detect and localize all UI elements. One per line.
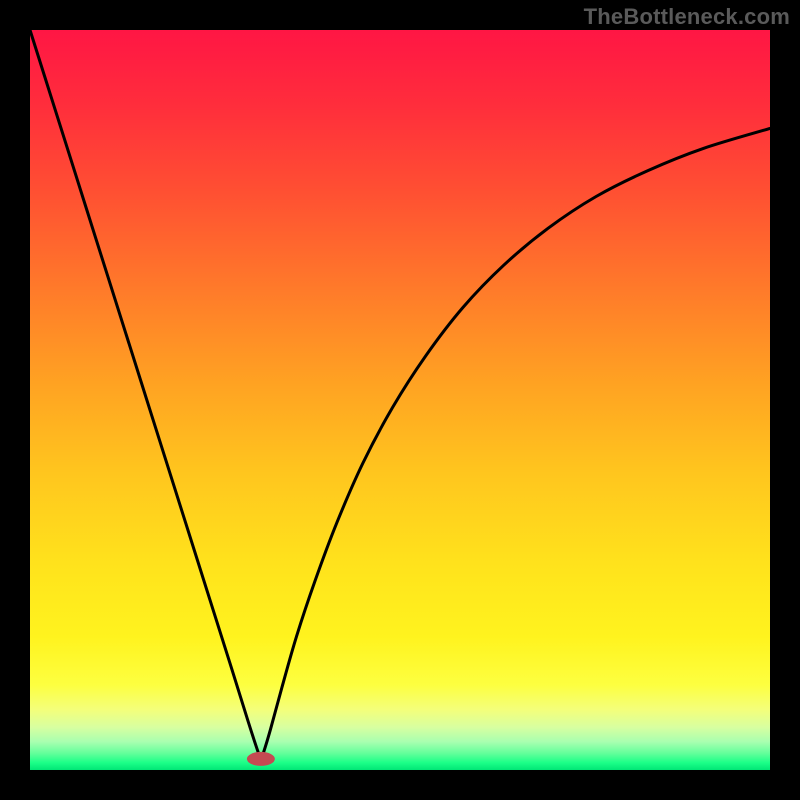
watermark-text: TheBottleneck.com: [584, 4, 790, 30]
chart-container: TheBottleneck.com: [0, 0, 800, 800]
optimal-point-marker: [247, 752, 275, 766]
chart-plot-area: [30, 30, 770, 770]
bottleneck-chart: [0, 0, 800, 800]
